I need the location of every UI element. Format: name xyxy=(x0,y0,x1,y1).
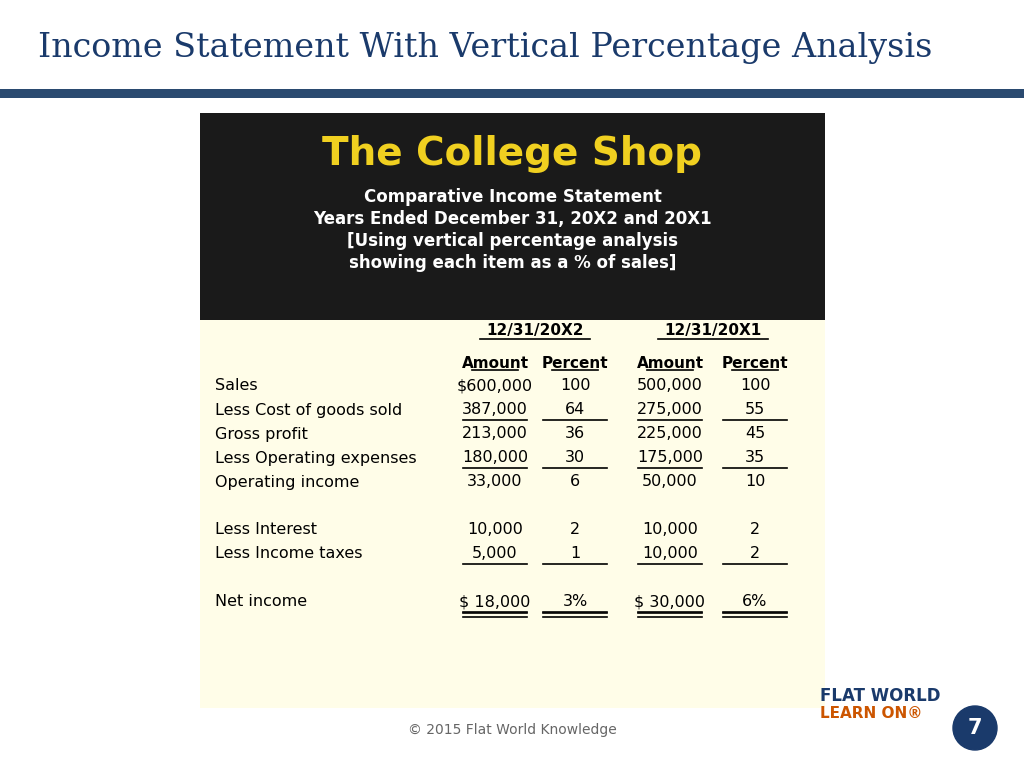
Text: Sales: Sales xyxy=(215,379,258,393)
Text: Less Interest: Less Interest xyxy=(215,522,317,538)
Text: 2: 2 xyxy=(750,547,760,561)
Text: 2: 2 xyxy=(570,522,580,538)
Text: 100: 100 xyxy=(739,379,770,393)
Text: 175,000: 175,000 xyxy=(637,451,703,465)
Text: $600,000: $600,000 xyxy=(457,379,534,393)
Circle shape xyxy=(953,706,997,750)
Text: Income Statement With Vertical Percentage Analysis: Income Statement With Vertical Percentag… xyxy=(38,32,933,64)
Text: $ 18,000: $ 18,000 xyxy=(460,594,530,610)
Text: 10: 10 xyxy=(744,475,765,489)
FancyBboxPatch shape xyxy=(200,320,825,708)
Text: Net income: Net income xyxy=(215,594,307,610)
Text: Percent: Percent xyxy=(722,356,788,371)
FancyBboxPatch shape xyxy=(200,113,825,320)
Text: 12/31/20X2: 12/31/20X2 xyxy=(486,323,584,338)
Text: Comparative Income Statement: Comparative Income Statement xyxy=(364,188,662,206)
Text: Less Cost of goods sold: Less Cost of goods sold xyxy=(215,402,402,418)
Text: [Using vertical percentage analysis: [Using vertical percentage analysis xyxy=(347,232,678,250)
Text: Years Ended December 31, 20X2 and 20X1: Years Ended December 31, 20X2 and 20X1 xyxy=(313,210,712,228)
Text: © 2015 Flat World Knowledge: © 2015 Flat World Knowledge xyxy=(408,723,616,737)
Text: 500,000: 500,000 xyxy=(637,379,702,393)
Text: 33,000: 33,000 xyxy=(467,475,522,489)
FancyBboxPatch shape xyxy=(0,89,1024,98)
Text: 55: 55 xyxy=(744,402,765,418)
Text: Operating income: Operating income xyxy=(215,475,359,489)
Text: 10,000: 10,000 xyxy=(642,547,698,561)
Text: showing each item as a % of sales]: showing each item as a % of sales] xyxy=(349,254,676,272)
Text: 1: 1 xyxy=(570,547,581,561)
Text: 6: 6 xyxy=(570,475,580,489)
Text: 180,000: 180,000 xyxy=(462,451,528,465)
Text: 35: 35 xyxy=(744,451,765,465)
Text: Percent: Percent xyxy=(542,356,608,371)
Text: 213,000: 213,000 xyxy=(462,426,528,442)
Text: $ 30,000: $ 30,000 xyxy=(635,594,706,610)
Text: 2: 2 xyxy=(750,522,760,538)
Text: Gross profit: Gross profit xyxy=(215,426,308,442)
Text: 45: 45 xyxy=(744,426,765,442)
Text: 5,000: 5,000 xyxy=(472,547,518,561)
Text: 225,000: 225,000 xyxy=(637,426,702,442)
Text: FLAT WORLD: FLAT WORLD xyxy=(820,687,940,705)
Text: 7: 7 xyxy=(968,718,982,738)
Text: 10,000: 10,000 xyxy=(642,522,698,538)
Text: 6%: 6% xyxy=(742,594,768,610)
Text: Less Income taxes: Less Income taxes xyxy=(215,547,362,561)
Text: 275,000: 275,000 xyxy=(637,402,702,418)
Text: 100: 100 xyxy=(560,379,590,393)
Text: LEARN ON®: LEARN ON® xyxy=(820,707,923,721)
Text: 50,000: 50,000 xyxy=(642,475,698,489)
Text: 3%: 3% xyxy=(562,594,588,610)
Text: 387,000: 387,000 xyxy=(462,402,528,418)
Text: 36: 36 xyxy=(565,426,585,442)
Text: 30: 30 xyxy=(565,451,585,465)
Text: Amount: Amount xyxy=(462,356,528,371)
Text: 12/31/20X1: 12/31/20X1 xyxy=(664,323,761,338)
Text: Amount: Amount xyxy=(637,356,703,371)
Text: The College Shop: The College Shop xyxy=(323,135,702,173)
Text: Less Operating expenses: Less Operating expenses xyxy=(215,451,417,465)
Text: 64: 64 xyxy=(565,402,585,418)
Text: 10,000: 10,000 xyxy=(467,522,523,538)
